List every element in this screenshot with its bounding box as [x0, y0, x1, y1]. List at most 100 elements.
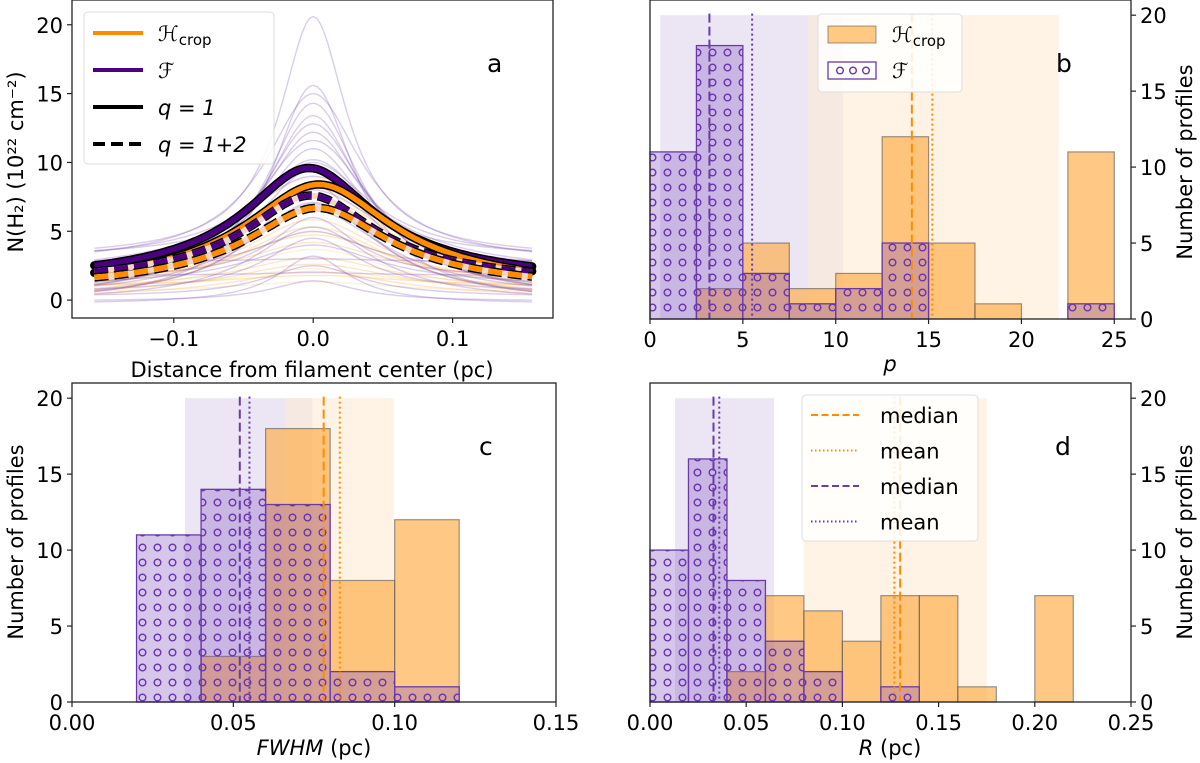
y-tick-label: 5	[50, 220, 63, 244]
y-tick-label: 0	[1140, 691, 1153, 715]
x-tick-label: 0	[643, 328, 656, 352]
x-tick-label: 5	[736, 328, 749, 352]
f-bar-hatch	[394, 686, 460, 703]
legend-label-sub: crop	[913, 32, 946, 50]
f-bar-hatch	[835, 287, 883, 320]
f-bar-hatch	[742, 272, 790, 320]
y-tick-label: 5	[50, 615, 63, 639]
f-bar-hatch	[649, 151, 698, 320]
y-tick-label: 20	[36, 387, 63, 411]
axes-frame	[71, 382, 557, 703]
panel-d-x-axis-label-unit: (pc)	[873, 736, 921, 760]
f-bar-hatch	[881, 242, 930, 320]
panel-a-x-axis-label: Distance from filament center (pc)	[130, 358, 493, 382]
panel-c-y-axis-label: Number of profiles	[4, 444, 28, 639]
f-bar-hatch	[803, 670, 844, 703]
f-individual-profile	[94, 84, 533, 293]
panel-c-x-axis-label: FWHM (pc)	[257, 736, 372, 760]
legend-label-main: q = 1+2	[158, 133, 247, 157]
legend-label: q = 1+2	[158, 133, 247, 157]
legend-label-main: ℋ	[158, 22, 179, 46]
legend-label-main: ℋ	[892, 23, 913, 47]
hcrop-bar	[918, 595, 959, 703]
panel-c-fwhm-histogram: 0.00 0.05 0.10 0.15 0 5 10 15 20 c FWHM (pc) Num…	[4, 382, 580, 760]
f-bar-hatch	[695, 44, 744, 320]
hcrop-individual-profile	[94, 218, 533, 281]
hcrop-individual-profile	[94, 231, 533, 283]
f-individual-profile	[94, 264, 533, 296]
legend-label: q = 1	[158, 96, 216, 120]
y-tick-label: 10	[1140, 156, 1167, 180]
f-individual-profile	[94, 280, 533, 301]
panel-b-x-axis-label: p	[882, 352, 896, 376]
f-bar-hatch	[329, 670, 396, 703]
panel-a-curves	[90, 15, 537, 303]
y-tick-label: 10	[1140, 539, 1167, 563]
f-individual-profile	[94, 92, 533, 253]
hcrop-model-q12	[94, 205, 533, 281]
f-individual-profile	[94, 237, 533, 290]
legend-label: median	[880, 404, 959, 428]
y-tick-label: 10	[36, 539, 63, 563]
x-tick-label: 0.1	[436, 327, 469, 351]
hcrop-bar	[841, 640, 882, 703]
hcrop-individual-profile	[94, 234, 533, 283]
panel-b-plot-area: 0 5 10 15 20 25 0 5 10 15 20	[643, 0, 1167, 352]
x-tick-label: 0.00	[49, 711, 96, 735]
panel-c-x-axis-label-var: FWHM	[257, 736, 324, 760]
x-tick-label: 0.10	[371, 711, 418, 735]
f-bar-hatch	[726, 579, 767, 703]
panel-c-letter: c	[479, 432, 493, 461]
f-bar-hatch	[1067, 303, 1115, 320]
f-individual-profile	[94, 201, 533, 293]
f-individual-profile	[94, 255, 533, 303]
f-bar-hatch	[135, 534, 202, 703]
x-tick-label: 20	[1008, 328, 1035, 352]
y-tick-label: 15	[36, 463, 63, 487]
panel-a-letter: a	[487, 49, 502, 78]
f-bar-hatch	[764, 640, 805, 703]
x-tick-label: 15	[915, 328, 942, 352]
legend-label: ℱ	[158, 59, 175, 83]
legend-box	[83, 11, 275, 165]
panel-d-legend: median mean median mean	[801, 394, 979, 542]
legend-patch-hcrop	[827, 25, 877, 44]
y-tick-label: 5	[1140, 615, 1153, 639]
legend-label: mean	[880, 440, 940, 464]
panel-b-y-axis-label: Number of profiles	[1173, 64, 1197, 259]
x-tick-label: −0.1	[148, 327, 199, 351]
x-tick-label: 0.25	[1108, 711, 1155, 735]
hcrop-individual-profile	[94, 267, 533, 287]
panel-b-letter: b	[1056, 49, 1072, 78]
x-tick-label: 0.15	[533, 711, 580, 735]
f-bar-hatch	[264, 503, 331, 703]
y-tick-label: 5	[1140, 232, 1153, 256]
panel-c-x-axis-label-unit: (pc)	[323, 736, 371, 760]
x-tick-label: 0.20	[1011, 711, 1058, 735]
f-individual-profile	[94, 161, 533, 252]
y-tick-label: 20	[36, 14, 63, 38]
legend-label: median	[880, 475, 959, 499]
panel-a-plot-area: −0.1 0.0 0.1 0 5 10 15 20	[36, 0, 554, 351]
panel-d-x-axis-label: R (pc)	[859, 736, 922, 760]
legend-label: mean	[880, 511, 940, 535]
y-tick-label: 20	[1140, 4, 1167, 28]
hcrop-bar	[974, 303, 1023, 320]
f-bar-hatch	[788, 303, 837, 320]
x-tick-label: 0.00	[627, 711, 674, 735]
hcrop-bar	[927, 242, 976, 320]
panel-a-y-axis-label: N(H₂) (10²² cm⁻²)	[4, 71, 28, 252]
panel-d-y-axis-label: Number of profiles	[1173, 444, 1197, 639]
x-tick-label: 0.05	[210, 711, 257, 735]
x-tick-label: 0.15	[915, 711, 962, 735]
panel-c-plot-area: 0.00 0.05 0.10 0.15 0 5 10 15 20	[36, 382, 580, 735]
legend-label: ℋcrop	[892, 23, 946, 50]
hcrop-individual-profile	[94, 263, 533, 291]
y-tick-label: 15	[36, 83, 63, 107]
x-tick-label: 25	[1101, 328, 1128, 352]
f-individual-profile	[94, 244, 533, 282]
